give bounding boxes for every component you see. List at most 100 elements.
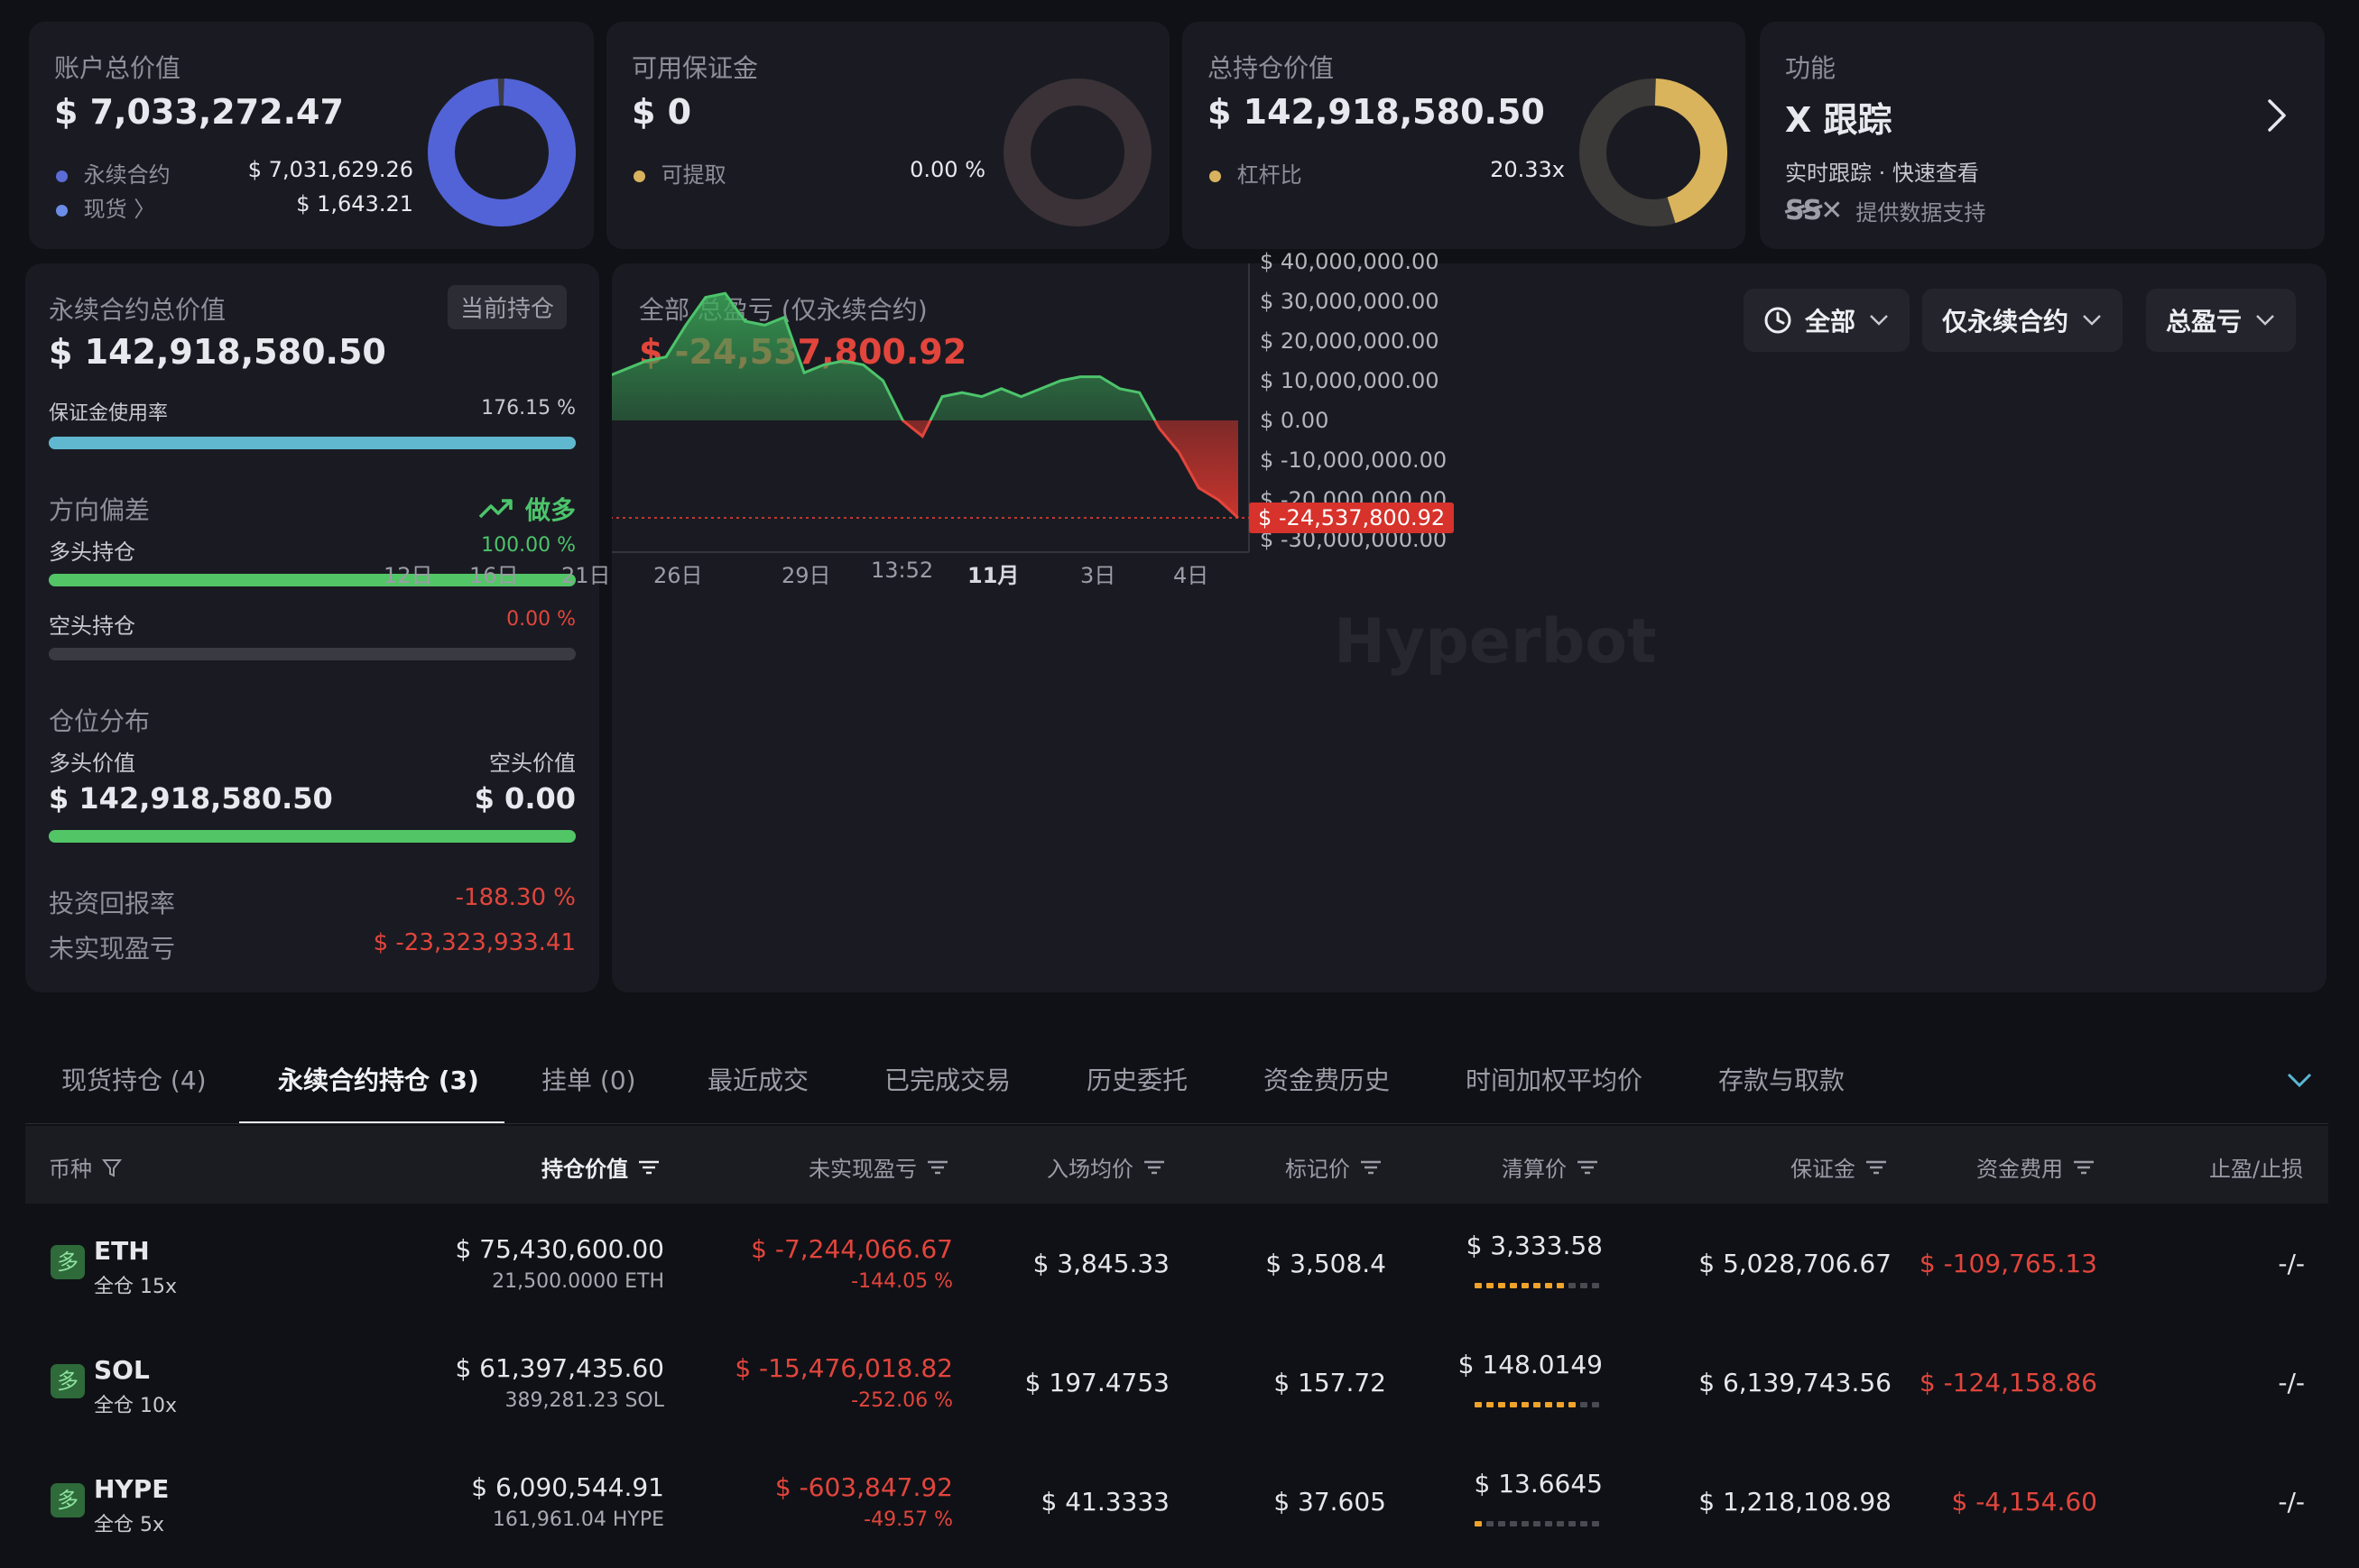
short-position-label: 空头持仓 xyxy=(49,613,135,639)
long-side-badge: 多 xyxy=(51,1364,85,1398)
margin-mode: 全仓 10x xyxy=(94,1395,178,1417)
entry-price: $ 197.4753 xyxy=(1024,1368,1170,1397)
column-liquidation-price[interactable]: 清算价 xyxy=(1502,1151,1599,1183)
sort-icon xyxy=(1866,1160,1886,1174)
column-tp-sl: 止盈/止损 xyxy=(2209,1157,2304,1182)
total-position-value: $ 142,918,580.50 xyxy=(1207,92,1545,132)
x-tick-label: 13:52 xyxy=(871,558,934,583)
available-margin-label: 可用保证金 xyxy=(632,53,759,83)
long-position-value: 100.00 % xyxy=(481,534,576,557)
mark-price: $ 37.605 xyxy=(1273,1487,1386,1517)
market-type-dropdown[interactable]: 仅永续合约 xyxy=(1922,289,2123,352)
pnl-area-positive xyxy=(612,293,1155,420)
chart-watermark: Hyperbot xyxy=(1334,606,1657,678)
sort-icon xyxy=(928,1160,948,1174)
metric-dropdown[interactable]: 总盈亏 xyxy=(2146,289,2297,352)
short-value-label: 空头价值 xyxy=(489,751,576,776)
pnl-area-negative xyxy=(612,420,1238,518)
perp-overview-card: 永续合约总价值 当前持仓 $ 142,918,580.50 保证金使用率 176… xyxy=(25,263,599,992)
unrealized-pnl-pct: -144.05 % xyxy=(851,1270,953,1293)
tab-2[interactable]: 挂单 (0) xyxy=(541,1065,636,1095)
filter-icon[interactable] xyxy=(101,1157,123,1178)
x-tick-label: 4日 xyxy=(1173,563,1209,588)
tp-sl[interactable]: -/- xyxy=(2278,1487,2305,1517)
withdrawable-row: 可提取 0.00 % xyxy=(634,157,985,189)
y-tick-label: $ 0.00 xyxy=(1260,408,1329,433)
liquidation-risk-bar xyxy=(1475,1402,1599,1407)
account-row-perp: 永续合约 $ 7,031,629.26 xyxy=(56,157,413,189)
unrealized-pnl-value: $ -23,323,933.41 xyxy=(373,929,576,956)
current-position-tag[interactable]: 当前持仓 xyxy=(448,285,568,329)
tp-sl[interactable]: -/- xyxy=(2278,1368,2305,1397)
column-position-value[interactable]: 持仓价值 xyxy=(541,1151,661,1183)
clock-icon xyxy=(1764,307,1791,334)
position-distribution-label: 仓位分布 xyxy=(49,706,151,736)
tab-8[interactable]: 存款与取款 xyxy=(1718,1065,1846,1095)
long-value: $ 142,918,580.50 xyxy=(49,781,333,816)
entry-price: $ 3,845.33 xyxy=(1032,1249,1170,1278)
margin-mode: 全仓 15x xyxy=(94,1276,178,1298)
column-funding[interactable]: 资金费用 xyxy=(1976,1151,2095,1183)
tab-6[interactable]: 资金费历史 xyxy=(1263,1065,1391,1095)
pnl-area-chart xyxy=(612,263,1250,553)
powered-by-row: ꞨꞨ✕ 提供数据支持 xyxy=(1785,195,1986,226)
mark-price: $ 3,508.4 xyxy=(1265,1249,1386,1278)
position-qty: 389,281.23 SOL xyxy=(504,1389,665,1412)
coin-symbol[interactable]: HYPE xyxy=(94,1474,170,1504)
chevron-right-icon[interactable] xyxy=(2265,97,2289,134)
y-tick-label: $ 30,000,000.00 xyxy=(1260,289,1439,314)
feature-title: X 跟踪 xyxy=(1785,100,1892,140)
roi-label: 投资回报率 xyxy=(49,889,176,918)
sort-icon xyxy=(1577,1160,1597,1174)
funding-fee: $ -4,154.60 xyxy=(1951,1487,2097,1517)
tab-4[interactable]: 已完成交易 xyxy=(884,1065,1012,1095)
perp-dot-icon xyxy=(56,171,68,182)
position-value: $ 6,090,544.91 xyxy=(471,1472,664,1502)
column-entry-price[interactable]: 入场均价 xyxy=(1047,1151,1166,1183)
column-mark-price[interactable]: 标记价 xyxy=(1285,1151,1383,1183)
position-qty: 161,961.04 HYPE xyxy=(492,1508,664,1531)
collapse-chevron-icon[interactable] xyxy=(2285,1070,2314,1090)
column-unrealized-pnl[interactable]: 未实现盈亏 xyxy=(809,1151,949,1183)
column-coin[interactable]: 币种 xyxy=(49,1151,123,1183)
chevron-down-icon xyxy=(2083,315,2101,326)
unrealized-pnl: $ -15,476,018.82 xyxy=(735,1353,953,1383)
x-tracking-card[interactable]: 功能 X 跟踪 实时跟踪 · 快速查看 ꞨꞨ✕ 提供数据支持 xyxy=(1760,22,2325,249)
trend-up-icon xyxy=(478,499,513,519)
table-header-row xyxy=(25,1126,2328,1204)
unrealized-pnl: $ -603,847.92 xyxy=(774,1472,953,1502)
tab-3[interactable]: 最近成交 xyxy=(708,1065,809,1095)
tp-sl[interactable]: -/- xyxy=(2278,1249,2305,1278)
long-side-badge: 多 xyxy=(51,1245,85,1279)
position-value: $ 75,430,600.00 xyxy=(455,1234,664,1264)
active-tab-underline xyxy=(239,1121,504,1124)
position-value: $ 61,397,435.60 xyxy=(455,1353,664,1383)
funding-fee: $ -109,765.13 xyxy=(1919,1249,2097,1278)
position-qty: 21,500.0000 ETH xyxy=(492,1270,664,1293)
liquidation-price: $ 3,333.58 xyxy=(1466,1231,1603,1260)
margin-usage-label: 保证金使用率 xyxy=(49,402,169,425)
long-position-label: 多头持仓 xyxy=(49,540,135,565)
long-value-label: 多头价值 xyxy=(49,751,135,776)
liquidation-price: $ 13.6645 xyxy=(1474,1469,1603,1499)
sort-icon xyxy=(2074,1160,2094,1174)
tab-7[interactable]: 时间加权平均价 xyxy=(1466,1065,1643,1095)
coin-symbol[interactable]: ETH xyxy=(94,1236,150,1266)
column-margin[interactable]: 保证金 xyxy=(1790,1151,1888,1183)
unrealized-pnl-pct: -49.57 % xyxy=(864,1508,953,1531)
margin-mode: 全仓 5x xyxy=(94,1514,165,1536)
account-row-spot[interactable]: 现货 〉 $ 1,643.21 xyxy=(56,191,413,223)
short-position-bar xyxy=(49,648,576,660)
coin-symbol[interactable]: SOL xyxy=(94,1355,150,1385)
y-tick-label: $ -10,000,000.00 xyxy=(1260,447,1448,473)
account-value-card: 账户总价值 $ 7,033,272.47 永续合约 $ 7,031,629.26… xyxy=(29,22,594,249)
sort-icon xyxy=(1144,1160,1164,1174)
time-range-dropdown[interactable]: 全部 xyxy=(1744,289,1910,352)
x-tick-label: 29日 xyxy=(782,563,831,588)
account-donut-chart xyxy=(428,78,576,226)
x-tick-label: 26日 xyxy=(653,563,703,588)
tab-1[interactable]: 永续合约持仓 (3) xyxy=(278,1065,479,1095)
tab-0[interactable]: 现货持仓 (4) xyxy=(61,1065,207,1095)
leverage-dot-icon xyxy=(1209,171,1221,182)
tab-5[interactable]: 历史委托 xyxy=(1087,1065,1189,1095)
